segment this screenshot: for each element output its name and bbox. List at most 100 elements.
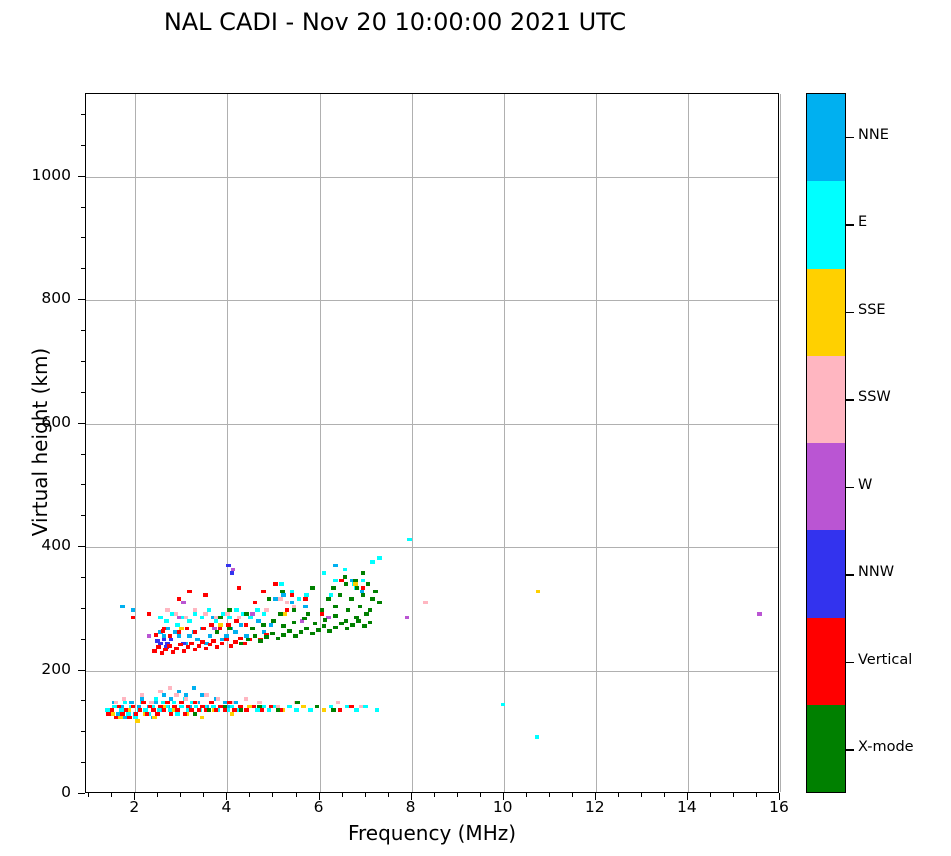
- data-points-layer: [86, 94, 778, 792]
- data-point-nne: [168, 697, 174, 701]
- x-tick-major: [502, 793, 504, 800]
- data-point-e: [261, 704, 266, 709]
- x-tick-minor: [387, 793, 389, 797]
- y-tick-minor: [81, 731, 85, 733]
- data-point-x-mode: [192, 711, 198, 716]
- gridline-vertical: [595, 94, 597, 792]
- x-tick-minor: [88, 793, 90, 797]
- data-point-vertical: [120, 711, 125, 716]
- data-point-nne: [136, 704, 142, 709]
- data-point-nne: [129, 700, 134, 705]
- x-tick-label: 14: [677, 798, 697, 816]
- data-point-w: [250, 611, 255, 616]
- data-point-x-mode: [304, 626, 309, 631]
- data-point-vertical: [161, 708, 167, 712]
- gridline-horizontal: [86, 547, 778, 549]
- data-point-e: [255, 708, 260, 712]
- data-point-vertical: [303, 597, 308, 601]
- data-point-e: [190, 700, 195, 705]
- data-point-e: [296, 597, 302, 601]
- data-point-ssw: [183, 697, 189, 701]
- data-point-vertical: [201, 626, 206, 631]
- data-point-ssw: [165, 608, 170, 612]
- data-point-nne: [261, 630, 267, 635]
- data-point-e: [112, 704, 117, 709]
- data-point-nne: [244, 634, 249, 638]
- colorbar-segment-ssw: [807, 355, 845, 443]
- data-point-e: [229, 704, 235, 709]
- x-tick-major: [594, 793, 596, 800]
- y-tick-minor: [81, 268, 85, 270]
- data-point-x-mode: [266, 597, 272, 601]
- data-point-nne: [204, 704, 209, 709]
- data-point-e: [255, 608, 260, 612]
- data-point-vertical: [181, 648, 187, 653]
- data-point-vertical: [176, 630, 182, 635]
- data-point-x-mode: [305, 611, 311, 616]
- data-point-vertical: [158, 704, 163, 709]
- data-point-nne: [333, 563, 338, 568]
- data-point-vertical: [155, 711, 160, 716]
- data-point-nne: [303, 604, 308, 609]
- data-point-e: [192, 611, 198, 616]
- data-point-ssw: [158, 689, 163, 694]
- data-point-sse: [152, 715, 157, 720]
- data-point-x-mode: [331, 586, 336, 590]
- x-tick-minor: [341, 793, 343, 797]
- data-point-vertical: [189, 641, 194, 646]
- data-point-nnw: [165, 641, 170, 646]
- data-point-x-mode: [291, 608, 297, 612]
- data-point-ssw: [278, 597, 283, 601]
- data-point-e: [534, 735, 540, 740]
- data-point-vertical: [224, 637, 229, 642]
- data-point-x-mode: [339, 621, 344, 626]
- data-point-vertical: [203, 593, 208, 598]
- data-point-sse: [301, 704, 306, 709]
- y-tick-label: 200: [41, 659, 71, 678]
- data-point-vertical: [259, 708, 265, 712]
- y-tick-major: [78, 546, 85, 548]
- y-tick-minor: [81, 391, 85, 393]
- data-point-vertical: [192, 647, 198, 652]
- data-point-x-mode: [275, 708, 281, 712]
- data-point-vertical: [187, 589, 192, 594]
- data-point-vertical: [337, 708, 343, 712]
- data-point-e: [153, 697, 159, 701]
- data-point-vertical: [178, 642, 183, 647]
- data-point-e: [328, 593, 334, 598]
- data-point-e: [164, 704, 169, 709]
- data-point-nne: [289, 600, 295, 605]
- data-point-x-mode: [354, 586, 360, 590]
- data-point-ssw: [149, 700, 154, 705]
- data-point-ssw: [173, 611, 179, 616]
- x-tick-minor: [479, 793, 481, 797]
- data-point-x-mode: [370, 597, 375, 601]
- data-point-e: [266, 708, 272, 712]
- data-point-w: [230, 567, 236, 572]
- x-tick-minor: [295, 793, 297, 797]
- data-point-e: [126, 711, 131, 716]
- data-point-vertical: [127, 715, 132, 720]
- colorbar-segment-vertical: [807, 617, 845, 705]
- data-point-vertical: [184, 626, 190, 631]
- data-point-e: [164, 619, 169, 623]
- data-point-sse: [282, 611, 288, 616]
- data-point-vertical: [339, 578, 344, 583]
- data-point-e: [360, 578, 366, 583]
- data-point-e: [279, 582, 284, 586]
- colorbar-tick: [846, 224, 854, 226]
- data-point-vertical: [218, 704, 223, 709]
- data-point-e: [234, 608, 239, 612]
- data-point-vertical: [289, 593, 295, 598]
- data-point-nne: [238, 623, 244, 627]
- x-tick-minor: [756, 793, 757, 797]
- y-tick-major: [78, 422, 85, 424]
- data-point-vertical: [200, 640, 205, 644]
- data-point-sse: [229, 711, 235, 716]
- data-point-vertical: [243, 623, 249, 627]
- data-point-e: [294, 708, 299, 712]
- data-point-vertical: [185, 704, 191, 709]
- data-point-vertical: [228, 644, 234, 648]
- data-point-nne: [187, 634, 192, 638]
